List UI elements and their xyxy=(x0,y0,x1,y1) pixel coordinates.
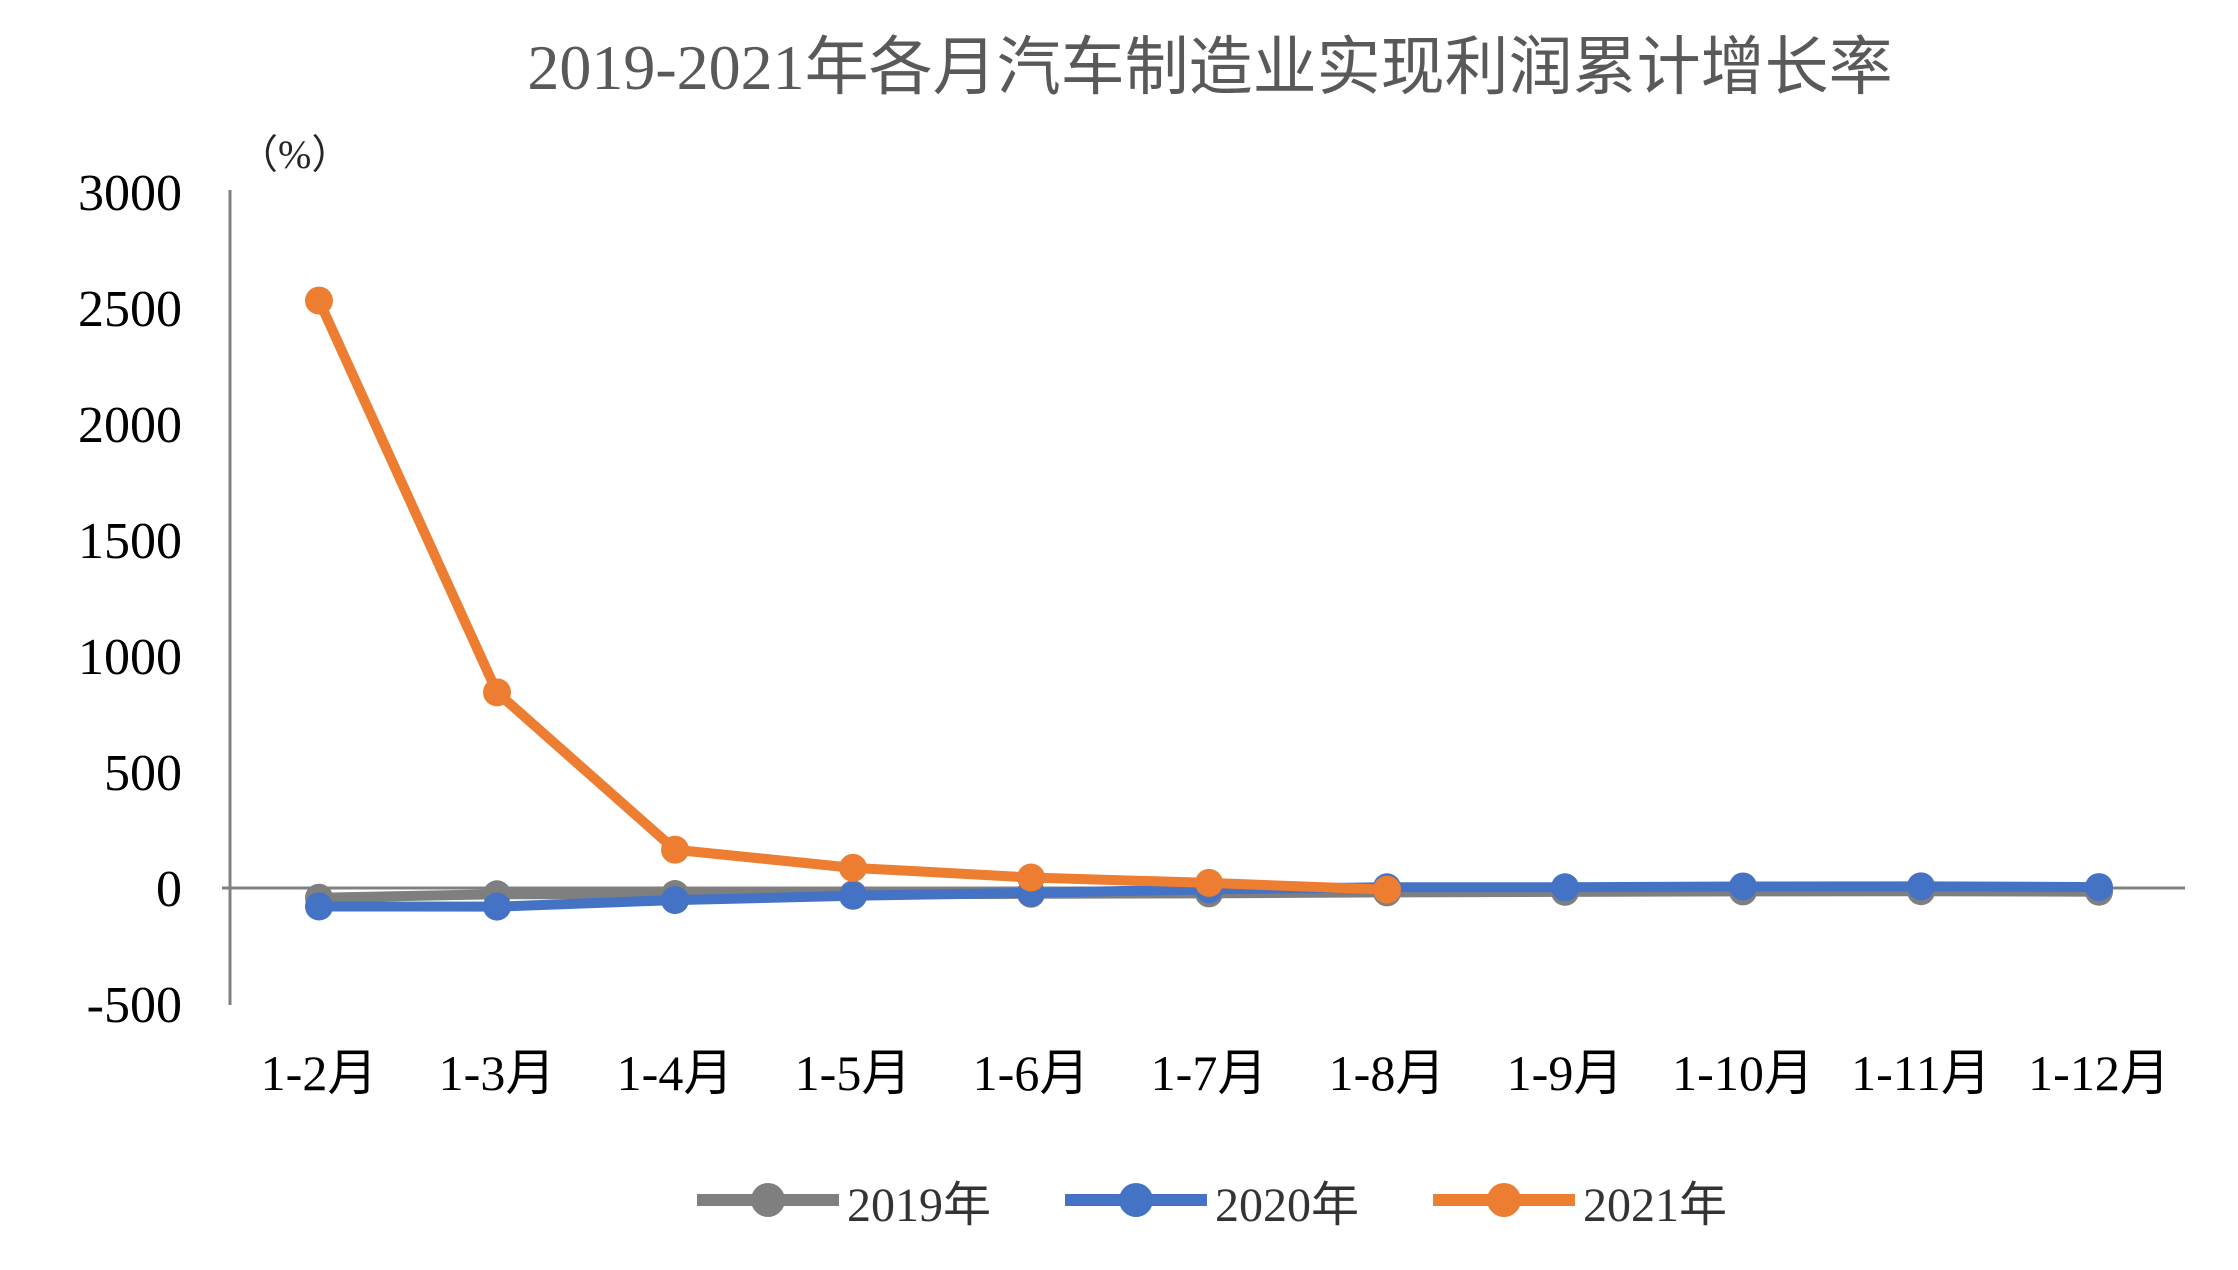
x-tick-label: 1-3月 xyxy=(439,1045,556,1101)
series-point-2021年-1-2月 xyxy=(305,286,333,315)
legend-label: 2021年 xyxy=(1583,1179,1728,1232)
y-tick-label: 500 xyxy=(104,745,182,802)
x-tick-label: 1-10月 xyxy=(1672,1045,1814,1101)
series-point-2021年-1-8月 xyxy=(1373,875,1401,904)
series-point-2020年-1-4月 xyxy=(661,886,689,915)
x-tick-label: 1-9月 xyxy=(1507,1045,1624,1101)
series-point-2021年-1-4月 xyxy=(661,835,689,864)
y-tick-label: 1000 xyxy=(78,629,182,686)
legend-line-marker-icon xyxy=(1064,1183,1207,1217)
y-axis-unit-label: （%） xyxy=(238,132,352,177)
y-tick-label: -500 xyxy=(87,977,182,1034)
x-tick-label: 1-8月 xyxy=(1329,1045,1446,1101)
x-tick-label: 1-4月 xyxy=(617,1045,734,1101)
legend-label: 2019年 xyxy=(846,1179,991,1232)
y-tick-label: 3000 xyxy=(78,165,182,222)
series-point-2021年-1-7月 xyxy=(1195,868,1223,897)
x-tick-label: 1-7月 xyxy=(1151,1045,1268,1101)
series-point-2021年-1-3月 xyxy=(483,678,511,707)
legend-item-2021年: 2021年 xyxy=(1429,1165,1727,1235)
chart-legend: 2019年 2020年 2021年 xyxy=(230,1165,2190,1235)
x-tick-label: 1-5月 xyxy=(795,1045,912,1101)
series-point-2020年-1-9月 xyxy=(1551,873,1579,902)
legend-circle-icon xyxy=(1118,1183,1153,1217)
x-tick-label: 1-11月 xyxy=(1851,1045,1991,1101)
series-point-2020年-1-10月 xyxy=(1729,872,1757,901)
series-point-2020年-1-5月 xyxy=(839,881,867,910)
y-tick-label: 2500 xyxy=(78,281,182,338)
x-tick-label: 1-6月 xyxy=(973,1045,1090,1101)
series-point-2020年-1-3月 xyxy=(483,892,511,921)
series-line-2021年 xyxy=(314,298,1388,895)
legend-label: 2020年 xyxy=(1214,1179,1359,1232)
legend-line-marker-icon xyxy=(1433,1183,1575,1217)
series-point-2020年-1-2月 xyxy=(305,892,333,921)
legend-item-2019年: 2019年 xyxy=(693,1165,991,1235)
series-point-2020年-1-12月 xyxy=(2085,873,2113,902)
legend-circle-icon xyxy=(1487,1183,1521,1217)
series-point-2020年-1-11月 xyxy=(1907,872,1935,901)
x-tick-label: 1-12月 xyxy=(2028,1045,2170,1101)
y-tick-label: 1500 xyxy=(78,513,182,570)
series-point-2021年-1-6月 xyxy=(1017,863,1045,892)
x-tick-label: 1-2月 xyxy=(261,1045,378,1101)
legend-circle-icon xyxy=(750,1183,785,1217)
chart-title: 2019-2021年各月汽车制造业实现利润累计增长率 xyxy=(527,32,1893,103)
series-point-2021年-1-5月 xyxy=(839,853,867,882)
y-tick-label: 0 xyxy=(156,861,182,918)
y-tick-label: 2000 xyxy=(78,397,182,454)
legend-item-2020年: 2020年 xyxy=(1061,1165,1359,1235)
legend-line-marker-icon xyxy=(696,1183,839,1217)
